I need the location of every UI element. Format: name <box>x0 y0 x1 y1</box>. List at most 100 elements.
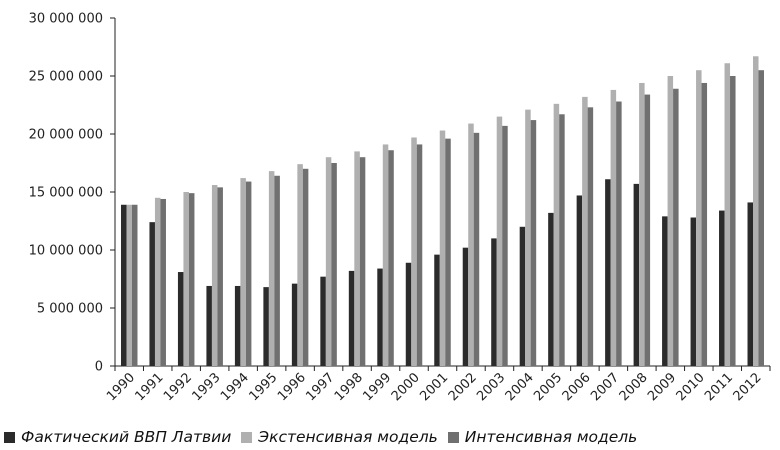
x-tick-label: 2005 <box>531 370 565 404</box>
bar-actual <box>291 283 298 366</box>
bar-actual <box>519 226 526 366</box>
bar-extensive <box>325 157 332 366</box>
bar-actual <box>633 183 640 366</box>
bar-intensive <box>502 125 508 366</box>
bar-extensive <box>610 89 617 367</box>
bar-extensive <box>354 151 360 366</box>
x-tick-label: 2009 <box>645 370 679 404</box>
bar-extensive <box>382 144 389 366</box>
bar-extensive <box>439 130 446 366</box>
y-tick-label: 15 000 000 <box>29 186 103 201</box>
chart: 0 5 000 000 10 000 000 15 000 000 20 000 000… <box>29 12 771 404</box>
legend-swatch-intensive <box>447 431 459 443</box>
x-tick-label: 1998 <box>332 370 366 404</box>
bar-actual <box>434 254 440 366</box>
bar-extensive <box>468 123 474 366</box>
x-tick-label: 1996 <box>275 370 309 404</box>
bar-actual <box>149 222 155 366</box>
bar-intensive <box>587 107 594 366</box>
bar-extensive <box>696 70 702 366</box>
legend-item-extensive: Экстенсивная модель <box>241 428 438 446</box>
bar-intensive <box>245 181 252 366</box>
legend-item-intensive: Интенсивная модель <box>447 428 637 446</box>
x-tick-label: 2006 <box>560 370 594 404</box>
x-tick-label: 1999 <box>360 370 394 404</box>
bar-actual <box>120 204 127 366</box>
x-tick-label: 1997 <box>303 370 337 404</box>
bar-intensive <box>331 163 337 366</box>
bar-actual <box>747 202 754 366</box>
bar-extensive <box>667 76 674 366</box>
x-tick-label: 2011 <box>702 370 736 404</box>
bar-intensive <box>217 187 223 366</box>
y-axis: 0 5 000 000 10 000 000 15 000 000 20 000 000… <box>29 12 116 375</box>
bar-extensive <box>126 204 132 366</box>
bar-actual <box>605 179 611 366</box>
x-tick-label: 1994 <box>218 370 252 404</box>
bar-intensive <box>758 70 765 366</box>
bar-intensive <box>359 157 366 366</box>
x-tick-label: 1993 <box>189 370 223 404</box>
bar-intensive <box>673 88 679 366</box>
bar-actual <box>263 287 269 366</box>
bar-extensive <box>268 171 275 366</box>
bar-actual <box>206 285 212 366</box>
bar-actual <box>177 272 184 366</box>
x-tick-label: 2008 <box>617 370 651 404</box>
bar-extensive <box>639 82 645 367</box>
y-tick-label: 30 000 000 <box>29 12 103 27</box>
bar-intensive <box>302 168 309 366</box>
bar-intensive <box>701 82 708 367</box>
bar-extensive <box>240 178 246 366</box>
bar-actual <box>662 216 668 366</box>
bar-actual <box>719 210 725 366</box>
x-tick-label: 1990 <box>104 370 138 404</box>
bar-actual <box>405 262 412 366</box>
x-tick-label: 2003 <box>474 370 508 404</box>
bar-actual <box>377 268 383 366</box>
bar-extensive <box>154 197 161 366</box>
legend-item-actual: Фактический ВВП Латвии <box>4 428 231 446</box>
bar-extensive <box>411 137 417 366</box>
bar-extensive <box>211 185 218 366</box>
y-tick-label: 5 000 000 <box>37 302 103 317</box>
bar-extensive <box>753 56 759 366</box>
bar-extensive <box>582 96 588 366</box>
bar-extensive <box>525 109 531 366</box>
bar-intensive <box>644 94 651 366</box>
bar-intensive <box>616 101 622 367</box>
x-tick-label: 1991 <box>133 370 167 404</box>
bar-intensive <box>416 144 423 366</box>
bar-extensive <box>297 164 303 366</box>
bar-actual <box>348 270 355 366</box>
bars <box>120 56 765 367</box>
bar-extensive <box>496 116 503 366</box>
bar-intensive <box>388 150 394 366</box>
x-tick-label: 2001 <box>417 370 451 404</box>
legend-swatch-extensive <box>241 431 253 443</box>
y-tick-label: 0 <box>95 360 103 375</box>
bar-actual <box>320 276 326 366</box>
bar-actual <box>690 217 697 366</box>
bar-extensive <box>724 63 731 367</box>
bar-actual <box>234 285 241 366</box>
bar-extensive <box>553 103 560 366</box>
y-tick-label: 20 000 000 <box>29 128 103 143</box>
x-tick-label: 2010 <box>674 370 708 404</box>
bar-intensive <box>274 175 280 366</box>
bar-actual <box>548 212 554 366</box>
legend-swatch-actual <box>4 431 15 443</box>
legend-label-actual: Фактический ВВП Латвии <box>21 428 232 446</box>
x-axis: 1990199119921993199419951996199719981999… <box>104 365 771 404</box>
legend-label-extensive: Экстенсивная модель <box>258 428 438 446</box>
bar-intensive <box>160 198 166 366</box>
bar-actual <box>491 238 497 366</box>
x-tick-label: 2004 <box>503 370 537 404</box>
x-tick-label: 1995 <box>246 370 280 404</box>
bar-actual <box>462 247 469 366</box>
bar-actual <box>576 195 583 366</box>
legend: Фактический ВВП Латвии Экстенсивная моде… <box>0 425 780 449</box>
bar-intensive <box>530 120 537 366</box>
bar-extensive <box>183 192 189 366</box>
x-tick-label: 2012 <box>731 370 765 404</box>
